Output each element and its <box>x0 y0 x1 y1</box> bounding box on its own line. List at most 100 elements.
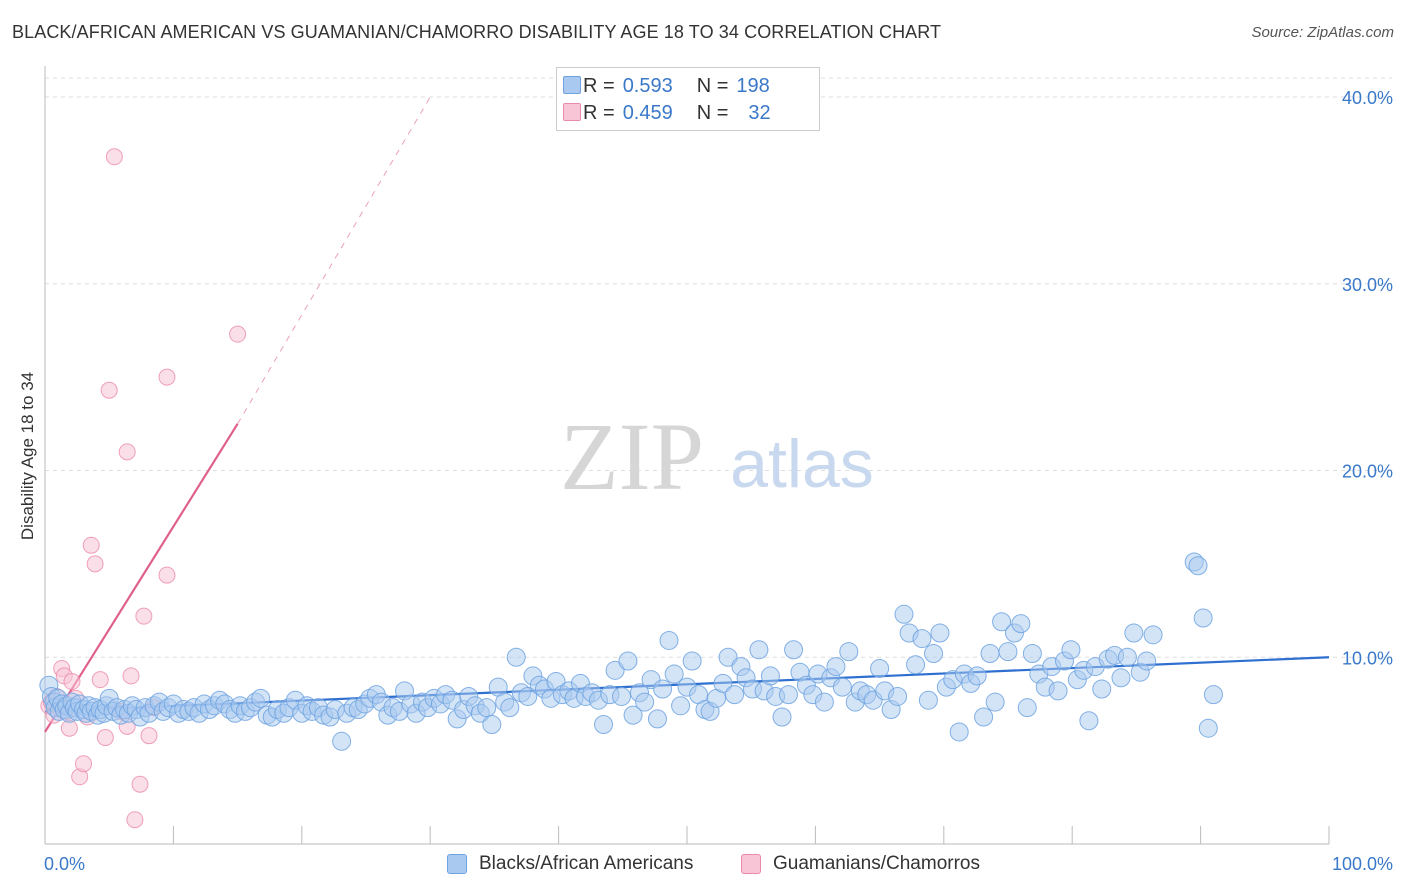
black-point <box>894 604 914 624</box>
black-point <box>713 673 733 693</box>
legend-r-value: 0.593 <box>622 74 673 97</box>
chart-title: BLACK/AFRICAN AMERICAN VS GUAMANIAN/CHAM… <box>12 22 942 42</box>
tick-labels: 10.0% 20.0% 30.0% 40.0% 0.0% 100.0% <box>44 88 1393 874</box>
legend-r-label: R = <box>583 74 615 97</box>
black-point <box>967 666 987 686</box>
black-point <box>482 714 502 734</box>
x-tick-label: 0.0% <box>44 854 85 874</box>
black-point <box>623 705 643 725</box>
bottom-legend-guamanians: Guamanians/Chamorros <box>741 852 980 876</box>
guamanian-point <box>75 755 93 773</box>
black-point <box>605 660 625 680</box>
bottom-legend-blacks: Blacks/African Americans <box>447 852 693 876</box>
guamanian-point <box>229 325 247 343</box>
black-point <box>826 657 846 677</box>
black-point <box>906 655 926 675</box>
guamanian-point <box>105 148 123 166</box>
black-point <box>500 698 520 718</box>
black-point <box>888 686 908 706</box>
y-tick-label: 40.0% <box>1342 88 1393 108</box>
black-point <box>612 686 632 706</box>
black-point <box>992 612 1012 632</box>
black-point <box>832 677 852 697</box>
guamanian-point <box>131 775 149 793</box>
watermark-atlas: atlas <box>730 426 874 502</box>
black-point <box>682 651 702 671</box>
black-point <box>949 722 969 742</box>
black-point <box>1092 679 1112 699</box>
legend-row-blacks: R = 0.593 N = 198 <box>563 73 770 99</box>
black-point <box>1143 625 1163 645</box>
bottom-legend-label: Guamanians/Chamorros <box>773 853 980 874</box>
black-point <box>647 709 667 729</box>
black-point <box>1124 623 1144 643</box>
black-point <box>1193 608 1213 628</box>
black-point <box>912 629 932 649</box>
guamanian-point <box>96 729 114 747</box>
watermark: ZIP atlas <box>560 403 874 510</box>
watermark-zip: ZIP <box>560 403 704 510</box>
black-point <box>594 714 614 734</box>
legend-swatch-pink <box>563 103 581 121</box>
black-point <box>930 623 950 643</box>
black-point <box>924 644 944 664</box>
black-point <box>760 666 780 686</box>
black-point <box>1111 668 1131 688</box>
black-point <box>1011 614 1031 634</box>
black-point <box>1137 651 1157 671</box>
legend-row-guamanians: R = 0.459 N = 32 <box>563 100 771 126</box>
y-tick-label: 10.0% <box>1342 648 1393 668</box>
guamanian-point <box>122 667 140 685</box>
black-point <box>1079 711 1099 731</box>
legend-r-value: 0.459 <box>622 101 673 124</box>
bottom-legend-swatch-blue <box>447 854 467 874</box>
guamanian-point <box>118 443 136 461</box>
legend-n-label: N = <box>696 101 729 124</box>
legend-n-label: N = <box>696 74 729 97</box>
guamanians-trend-extension <box>237 96 431 425</box>
black-point <box>251 688 271 708</box>
black-point <box>659 630 679 650</box>
black-point <box>1022 644 1042 664</box>
guamanian-point <box>63 673 81 691</box>
black-point <box>653 679 673 699</box>
black-point <box>918 690 938 710</box>
axes <box>44 66 1330 845</box>
black-point <box>635 692 655 712</box>
y-tick-label: 20.0% <box>1342 462 1393 482</box>
black-point <box>477 698 497 718</box>
guamanian-point <box>135 607 153 625</box>
black-point <box>998 642 1018 662</box>
legend-n-value: 32 <box>748 101 771 124</box>
black-point <box>749 640 769 660</box>
bottom-legend-swatch-pink <box>741 854 761 874</box>
x-tick-label: 100.0% <box>1332 854 1393 874</box>
black-point <box>839 642 859 662</box>
guamanian-point <box>158 566 176 584</box>
guamanian-point <box>82 536 100 554</box>
correlation-legend: R = 0.593 N = 198 R = 0.459 N = 32 <box>556 67 820 131</box>
black-point <box>772 707 792 727</box>
black-point <box>778 685 798 705</box>
chart-source: Source: ZipAtlas.com <box>1251 24 1394 41</box>
black-point <box>506 647 526 667</box>
guamanian-point <box>86 555 104 573</box>
legend-n-value: 198 <box>736 74 770 97</box>
black-point <box>1048 681 1068 701</box>
black-point <box>671 696 691 716</box>
black-point <box>1203 685 1223 705</box>
guamanian-point <box>91 671 109 689</box>
black-point <box>870 658 890 678</box>
black-point <box>1017 698 1037 718</box>
black-point <box>980 644 1000 664</box>
y-tick-label: 30.0% <box>1342 275 1393 295</box>
black-point <box>784 640 804 660</box>
legend-swatch-blue <box>563 76 581 94</box>
black-point <box>1061 640 1081 660</box>
guamanian-point <box>140 727 158 745</box>
black-point <box>974 707 994 727</box>
black-point <box>1188 556 1208 576</box>
black-point <box>814 692 834 712</box>
black-point <box>332 731 352 751</box>
